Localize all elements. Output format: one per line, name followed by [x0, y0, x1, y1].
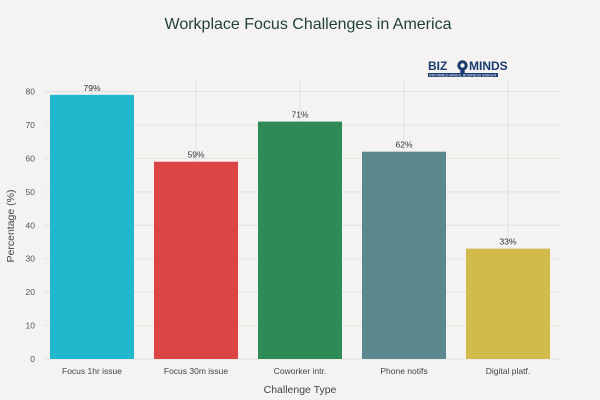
- chart-title: Workplace Focus Challenges in America: [165, 16, 452, 33]
- bar-3: [362, 151, 446, 359]
- bar-0: [50, 94, 134, 359]
- y-tick-label: 0: [30, 354, 35, 364]
- y-tick-label: 80: [26, 87, 36, 97]
- x-tick-label-1: Focus 30m issue: [164, 366, 229, 376]
- logo-tagline-bar: [428, 73, 498, 77]
- x-axis-title: Challenge Type: [264, 384, 337, 396]
- y-tick-label: 20: [26, 287, 36, 297]
- data-label-2: 71%: [291, 110, 308, 120]
- logo-name-right: MINDS: [469, 59, 508, 73]
- data-label-0: 79%: [83, 83, 100, 93]
- x-tick-label-4: Digital platf.: [486, 366, 530, 376]
- y-tick-label: 10: [26, 321, 36, 331]
- bar-1: [154, 161, 238, 359]
- data-labels: 79% 59% 71% 62% 33%: [83, 83, 516, 247]
- x-tick-label-0: Focus 1hr issue: [62, 366, 122, 376]
- x-axis-categories: Focus 1hr issue Focus 30m issue Coworker i…: [62, 366, 530, 376]
- x-tick-label-2: Coworker intr.: [274, 366, 326, 376]
- y-tick-label: 70: [26, 120, 36, 130]
- y-axis-title: Percentage (%): [5, 190, 17, 263]
- y-tick-label: 50: [26, 187, 36, 197]
- data-label-3: 62%: [395, 140, 412, 150]
- data-label-1: 59%: [187, 150, 204, 160]
- logo-tagline: INFORMED MINDS, BUSINESS INSIGHT: [429, 73, 497, 77]
- y-axis-ticks: 0 10 20 30 40 50 60 70 80: [26, 87, 36, 365]
- y-tick-label: 60: [26, 153, 36, 163]
- x-tick-label-3: Phone notifs: [380, 366, 427, 376]
- data-label-4: 33%: [499, 237, 516, 247]
- bar-4: [466, 248, 550, 359]
- lightbulb-icon: [457, 60, 468, 74]
- bar-2: [258, 121, 342, 359]
- bizminds-logo: BIZ MINDS INFORMED MINDS, BUSINESS INSIG…: [428, 59, 508, 77]
- y-tick-label: 30: [26, 254, 36, 264]
- bars: [50, 94, 550, 359]
- logo-name-left: BIZ: [428, 59, 447, 73]
- y-tick-label: 40: [26, 220, 36, 230]
